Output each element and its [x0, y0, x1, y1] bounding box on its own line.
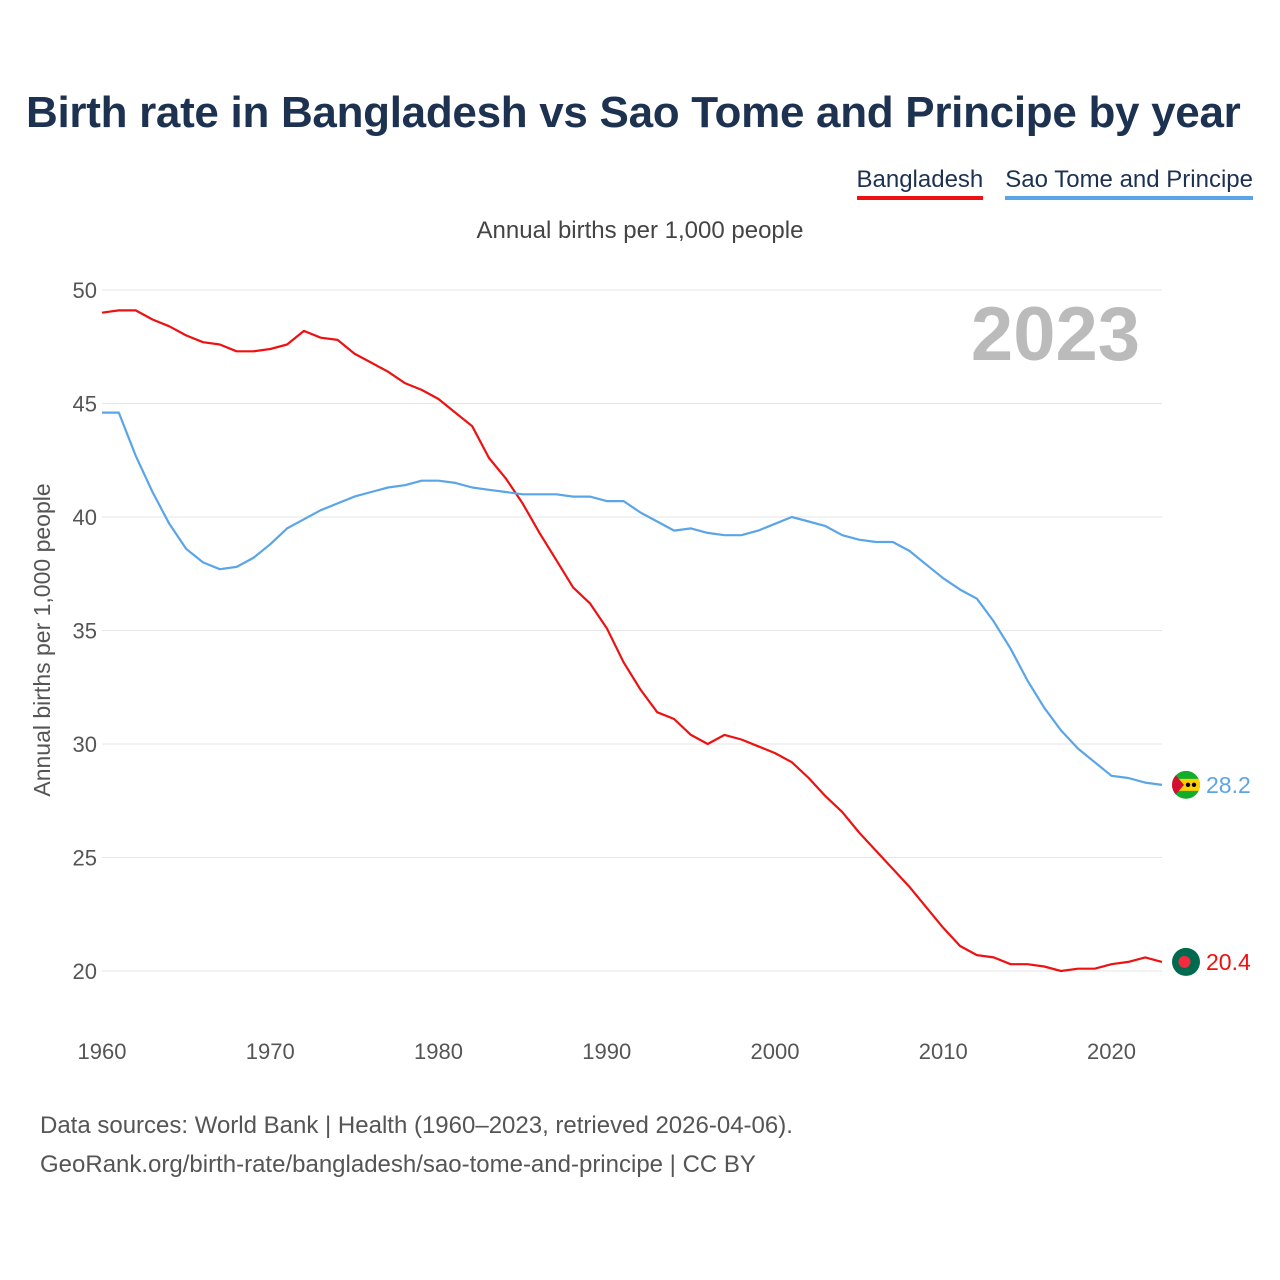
bangladesh-flag-icon [1172, 947, 1200, 976]
x-tick-label: 1990 [582, 1039, 631, 1064]
data-source-note: Data sources: World Bank | Health (1960–… [40, 1112, 793, 1139]
x-tick-label: 2000 [751, 1039, 800, 1064]
x-tick-label: 2010 [919, 1039, 968, 1064]
end-label-sao-tome: 28.2 [1206, 772, 1251, 798]
y-tick-label: 45 [73, 392, 97, 417]
year-watermark: 2023 [971, 292, 1140, 377]
x-tick-label: 2020 [1087, 1039, 1136, 1064]
legend-item-sao-tome[interactable]: Sao Tome and Principe [1005, 166, 1253, 200]
chart-subtitle: Annual births per 1,000 people [476, 217, 804, 244]
footer: Data sources: World Bank | Health (1960–… [40, 1106, 793, 1184]
series-line-bangladesh [101, 309, 1163, 973]
y-tick-label: 35 [73, 619, 97, 644]
y-tick-label: 50 [73, 278, 97, 303]
sao-tome-flag-icon [1172, 770, 1200, 799]
flag-star [1185, 782, 1191, 788]
legend-item-bangladesh[interactable]: Bangladesh [856, 166, 984, 200]
flag-star [1191, 782, 1197, 788]
end-label-bangladesh: 20.4 [1206, 949, 1251, 975]
source-url[interactable]: GeoRank.org/birth-rate/bangladesh/sao-to… [40, 1151, 756, 1178]
flag-red-triangle [1172, 770, 1184, 799]
y-tick-label: 20 [73, 959, 97, 984]
flag-red-disc [1178, 955, 1191, 968]
y-axis-label: Annual births per 1,000 people [29, 483, 55, 796]
x-tick-label: 1980 [414, 1039, 463, 1064]
legend: Bangladesh Sao Tome and Principe [856, 166, 1253, 200]
x-tick-label: 1960 [78, 1039, 127, 1064]
y-tick-label: 30 [73, 732, 97, 757]
y-tick-label: 25 [73, 846, 97, 871]
line-chart: 20 25 30 35 40 45 50 1960 1970 1980 1990 2000 2010 20… [29, 278, 1251, 1064]
page-title: Birth rate in Bangladesh vs Sao Tome and… [26, 88, 1241, 137]
series-line-sao-tome [102, 411, 1163, 786]
y-tick-label: 40 [73, 505, 97, 530]
x-tick-label: 1970 [246, 1039, 295, 1064]
